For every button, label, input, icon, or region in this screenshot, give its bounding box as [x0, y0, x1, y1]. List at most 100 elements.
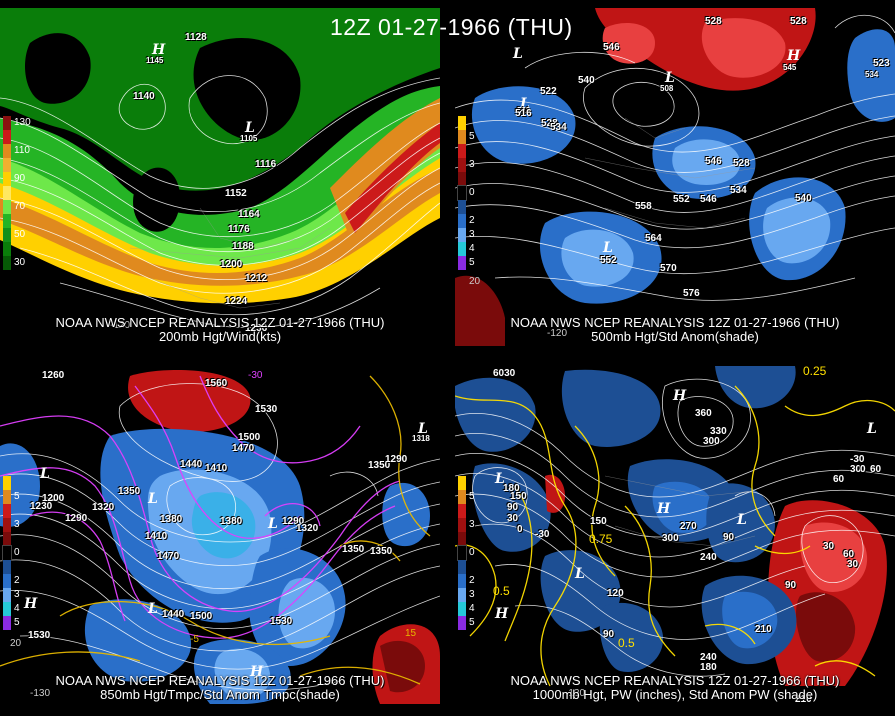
legend-swatch: [3, 602, 11, 616]
contour-label: 545: [783, 63, 797, 72]
legend-row: [458, 476, 475, 490]
contour-label: 1200: [42, 493, 65, 504]
contour-label: 528: [790, 16, 807, 27]
contour-label: 6030: [493, 368, 516, 379]
low-symbol: L: [245, 120, 255, 136]
pw-label: 0.5: [618, 636, 635, 650]
legend-swatch: [457, 545, 467, 561]
legend-swatch: [3, 172, 11, 186]
legend-swatch: [458, 602, 466, 616]
grid-label: -130: [30, 688, 51, 699]
legend-swatch: [458, 518, 466, 532]
legend-500mb: 5 3 0 2 3 4 5: [457, 116, 475, 270]
low-symbol: L: [867, 421, 877, 437]
legend-200mb: 130 110 90 70 50 30: [3, 116, 31, 270]
low-symbol: L: [603, 240, 613, 256]
map-200mb: [0, 8, 440, 346]
contour-label: 528: [705, 16, 722, 27]
legend-row: 5: [458, 130, 475, 144]
legend-swatch: [3, 116, 11, 130]
contour-label: 1188: [232, 241, 254, 252]
contour-label: 1500: [238, 432, 261, 443]
contour-label: 60: [833, 474, 845, 485]
legend-swatch: [458, 490, 466, 504]
contour-label: 564: [645, 233, 662, 244]
contour-label: 60: [870, 464, 882, 475]
legend-row: [458, 116, 475, 130]
contour-label: 1290: [282, 516, 305, 527]
contour-label: 90: [507, 502, 519, 513]
legend-row: 3: [3, 588, 20, 602]
legend-row: [458, 144, 475, 158]
contour-label: 180: [700, 662, 717, 673]
legend-label: 3: [469, 159, 475, 170]
contour-label: 528: [733, 158, 750, 169]
contour-label: 1470: [232, 443, 255, 454]
figure-title: 12Z 01-27-1966 (THU): [330, 14, 573, 40]
contour-label: 1230: [30, 501, 53, 512]
contour-label: 534: [865, 70, 879, 79]
contour-label: 546: [705, 156, 722, 167]
legend-row: 3: [458, 158, 475, 172]
legend-row: [3, 130, 31, 144]
legend-label: 0: [469, 547, 475, 558]
contour-label: 570: [660, 263, 677, 274]
contour-label: 534: [730, 185, 747, 196]
legend-row: [3, 504, 20, 518]
contour-label: 1128: [185, 32, 207, 43]
contour-label: 30: [850, 464, 862, 475]
contour-label: 1145: [146, 56, 164, 65]
contour-label: 150: [590, 516, 607, 527]
legend-label: 2: [14, 575, 20, 586]
legend-label: 2: [469, 575, 475, 586]
legend-row: 5: [3, 616, 20, 630]
legend-swatch: [3, 476, 11, 490]
legend-swatch: [3, 532, 11, 546]
grid-label: -5: [190, 634, 199, 645]
legend-row: [458, 504, 475, 518]
legend-row: [3, 186, 31, 200]
legend-row: 130: [3, 116, 31, 130]
legend-row: 70: [3, 200, 31, 214]
legend-row: [458, 200, 475, 214]
contour-label: 552: [600, 255, 617, 266]
low-symbol: L: [665, 70, 675, 86]
legend-row: 4: [458, 242, 475, 256]
legend-swatch: [3, 490, 11, 504]
legend-row: 0: [457, 545, 475, 561]
low-symbol: L: [575, 566, 585, 582]
legend-swatch: [3, 242, 11, 256]
high-symbol: H: [250, 664, 264, 680]
legend-label: 3: [469, 519, 475, 530]
panel-caption-line2: 850mb Hgt/Tmpc/Std Anom Tmpc(shade): [100, 687, 340, 702]
legend-row: 5: [458, 490, 475, 504]
contour-label: 1212: [245, 273, 268, 284]
contour-label: 1530: [28, 630, 51, 641]
legend-label: 4: [469, 603, 475, 614]
legend-swatch: [3, 144, 11, 158]
contour-label: 1530: [270, 616, 293, 627]
legend-label: 2: [469, 215, 475, 226]
contour-label: 1350: [118, 486, 141, 497]
contour-label: 516: [517, 106, 531, 115]
contour-label: 540: [578, 75, 595, 86]
contour-label: 120: [607, 588, 624, 599]
legend-row: 3: [3, 518, 20, 532]
legend-swatch: [458, 256, 466, 270]
contour-label: 30: [507, 513, 519, 524]
contour-label: 1410: [145, 531, 168, 542]
contour-label: 30: [847, 559, 859, 570]
contour-label: 508: [660, 84, 674, 93]
legend-1000mb: 5 3 0 2 3 4 5: [457, 476, 475, 630]
grid-label: -30: [248, 370, 263, 381]
legend-swatch: [458, 532, 466, 546]
legend-row: 2: [3, 574, 20, 588]
legend-swatch: [457, 185, 467, 201]
contour-label: 1320: [296, 523, 319, 534]
contour-label: 330: [710, 426, 727, 437]
panel-200mb: 130 110 90 70 50 30 H 1145 1128 1140 L 1105 1…: [0, 8, 440, 346]
legend-swatch: [3, 228, 11, 242]
low-symbol: L: [40, 466, 50, 482]
grid-label: 15: [405, 628, 417, 639]
